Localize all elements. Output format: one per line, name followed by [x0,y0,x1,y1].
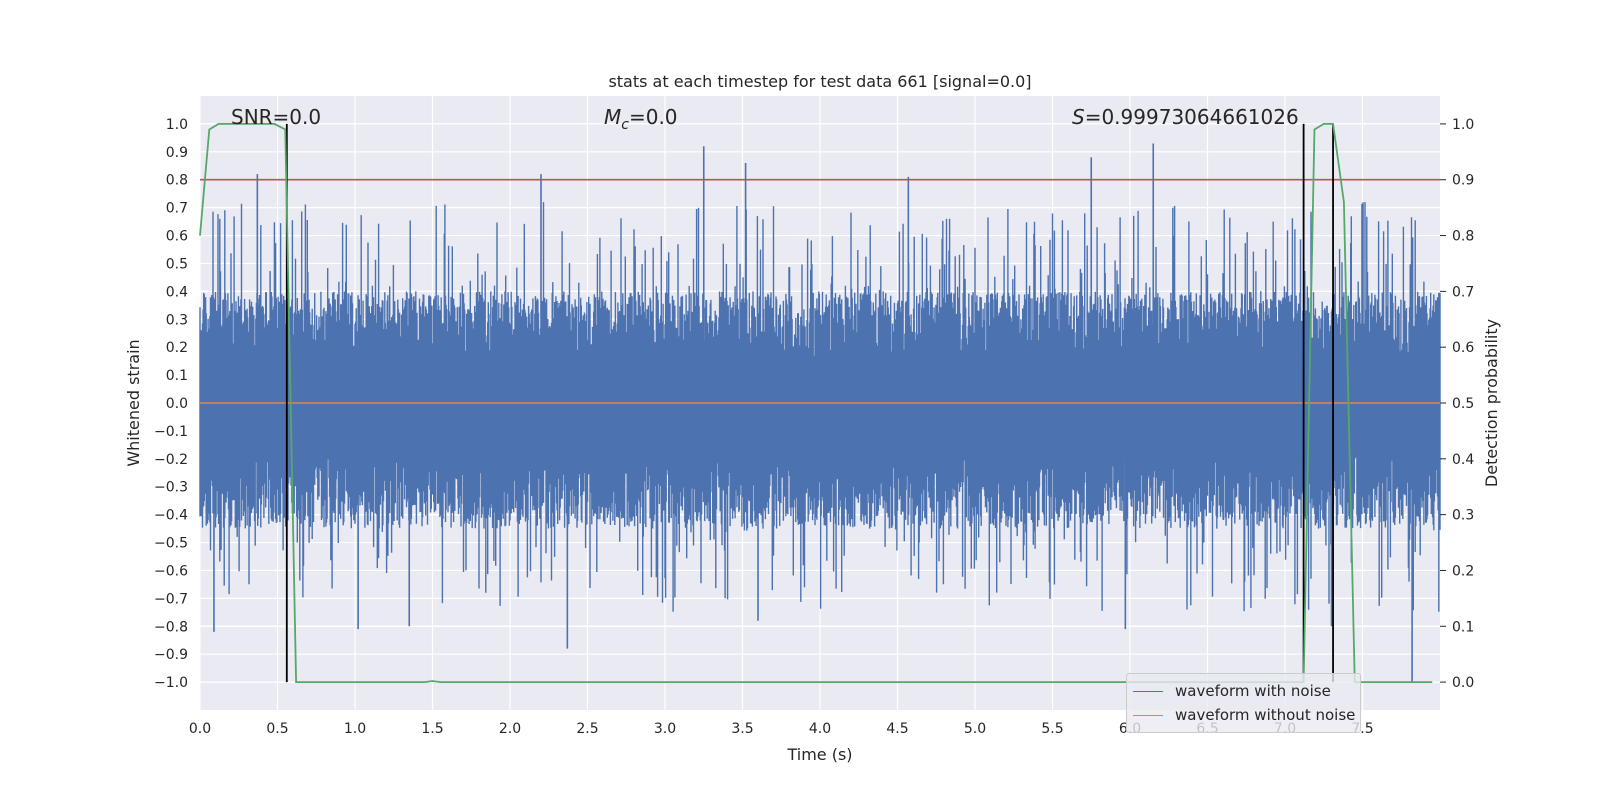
y2-tick-label: 0.1 [1452,619,1474,635]
y2-tick-label: 1.0 [1452,117,1474,133]
y-tick-label: −0.3 [154,480,188,496]
noise-series [199,143,1441,683]
mc-value: =0.0 [629,105,678,129]
snr-annotation: SNR=0.0 [231,105,321,129]
probability-line [199,123,1433,683]
s-annotation: S=0.99973064661026 [1072,105,1299,129]
legend: waveform with noise waveform without noi… [1126,673,1361,733]
y-tick-label: −0.1 [154,424,188,440]
y2-tick-label: 0.6 [1452,340,1474,356]
x-tick-label: 3.5 [731,721,753,737]
legend-label-noise: waveform with noise [1175,682,1331,700]
legend-swatch-clean [1133,714,1163,716]
y2-tick-label: 0.9 [1452,173,1474,189]
legend-item-clean: waveform without noise [1133,704,1355,726]
y-tick-label: 0.0 [166,396,188,412]
y-tick-label: 0.6 [166,229,188,245]
y-tick-label: 0.9 [166,145,188,161]
y-tick-label: −0.4 [154,508,188,524]
y-tick-label: 0.1 [166,368,188,384]
y-tick-label: 0.2 [166,340,188,356]
y-tick-label: 0.7 [166,201,188,217]
y-axis-label: Whitened strain [124,339,143,466]
legend-label-clean: waveform without noise [1175,706,1356,724]
y-tick-label: −1.0 [154,675,188,691]
x-tick-label: 5.0 [964,721,986,737]
y-tick-label: −0.6 [154,563,188,579]
y-tick-label: 0.4 [166,284,188,300]
x-tick-label: 1.0 [344,721,366,737]
y-tick-label: −0.7 [154,591,188,607]
y-tick-label: 0.8 [166,173,188,189]
y-tick-label: −0.5 [154,536,188,552]
y2-tick-label: 0.0 [1452,675,1474,691]
x-axis-label: Time (s) [786,745,852,764]
y2-tick-label: 0.4 [1452,452,1474,468]
y-tick-label: −0.9 [154,647,188,663]
mc-symbol: M [604,105,621,129]
y-tick-label: −0.2 [154,452,188,468]
x-tick-label: 4.5 [886,721,908,737]
legend-swatch-noise [1133,690,1163,692]
mc-annotation: Mc=0.0 [604,105,678,133]
legend-item-noise: waveform with noise [1133,680,1331,702]
x-tick-label: 3.0 [654,721,676,737]
x-tick-label: 0.5 [266,721,288,737]
y2-ticks: 0.0 0.1 0.2 0.3 0.4 0.5 0.6 0.7 0.8 0.9 1.0 [1440,117,1474,691]
s-value: =0.99973064661026 [1085,105,1299,129]
x-tick-label: 4.0 [809,721,831,737]
x-tick-label: 5.5 [1041,721,1063,737]
y-ticks: −1.0 −0.9 −0.8 −0.7 −0.6 −0.5 −0.4 −0.3 −0.2 −0.1… [154,117,188,691]
x-tick-label: 2.0 [499,721,521,737]
y2-tick-label: 0.3 [1452,508,1474,524]
probability-series [199,123,1433,683]
y2-tick-label: 0.5 [1452,396,1474,412]
y2-axis-label: Detection probability [1482,319,1501,487]
s-symbol: S [1072,105,1085,129]
mc-subscript: c [621,117,629,133]
x-tick-label: 2.5 [576,721,598,737]
y-tick-label: 0.5 [166,256,188,272]
y-tick-label: 0.3 [166,312,188,328]
y2-tick-label: 0.2 [1452,563,1474,579]
x-tick-label: 0.0 [189,721,211,737]
y2-tick-label: 0.7 [1452,284,1474,300]
y-tick-label: −0.8 [154,619,188,635]
y2-tick-label: 0.8 [1452,229,1474,245]
chart-title: stats at each timestep for test data 661… [608,72,1031,91]
y-tick-label: 1.0 [166,117,188,133]
x-tick-label: 1.5 [421,721,443,737]
noise-waveform [199,202,1441,612]
